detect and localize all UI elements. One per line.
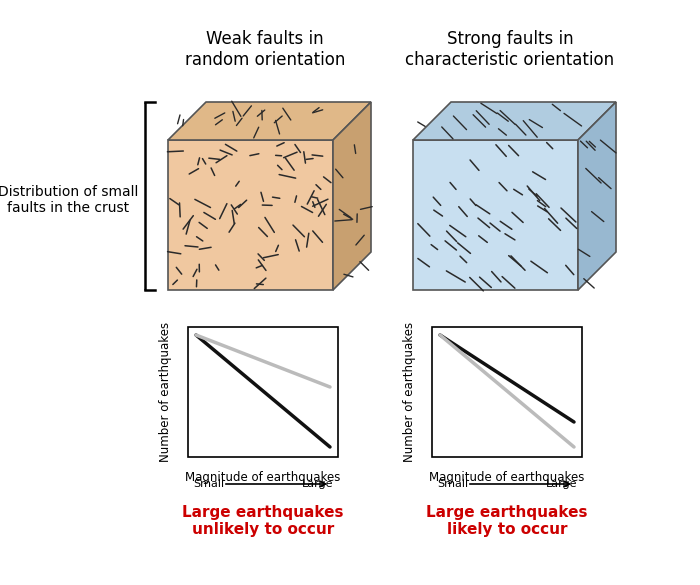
Polygon shape — [413, 102, 616, 140]
Text: Large: Large — [545, 479, 577, 489]
Polygon shape — [333, 102, 371, 290]
Bar — [188, 327, 338, 457]
Text: Magnitude of earthquakes: Magnitude of earthquakes — [186, 471, 341, 484]
Text: Small: Small — [437, 479, 468, 489]
Text: Distribution of small
faults in the crust: Distribution of small faults in the crus… — [0, 185, 138, 215]
Text: Magnitude of earthquakes: Magnitude of earthquakes — [429, 471, 584, 484]
Text: Weak faults in
random orientation: Weak faults in random orientation — [185, 30, 345, 69]
Text: Large: Large — [302, 479, 333, 489]
Text: Large earthquakes
unlikely to occur: Large earthquakes unlikely to occur — [182, 505, 344, 538]
Text: Small: Small — [193, 479, 224, 489]
Polygon shape — [168, 102, 371, 140]
Polygon shape — [413, 140, 578, 290]
Polygon shape — [578, 102, 616, 290]
Text: Number of earthquakes: Number of earthquakes — [160, 322, 172, 462]
Polygon shape — [168, 140, 333, 290]
Text: Strong faults in
characteristic orientation: Strong faults in characteristic orientat… — [405, 30, 615, 69]
Bar — [432, 327, 582, 457]
Text: Large earthquakes
likely to occur: Large earthquakes likely to occur — [426, 505, 588, 538]
Text: Number of earthquakes: Number of earthquakes — [403, 322, 416, 462]
